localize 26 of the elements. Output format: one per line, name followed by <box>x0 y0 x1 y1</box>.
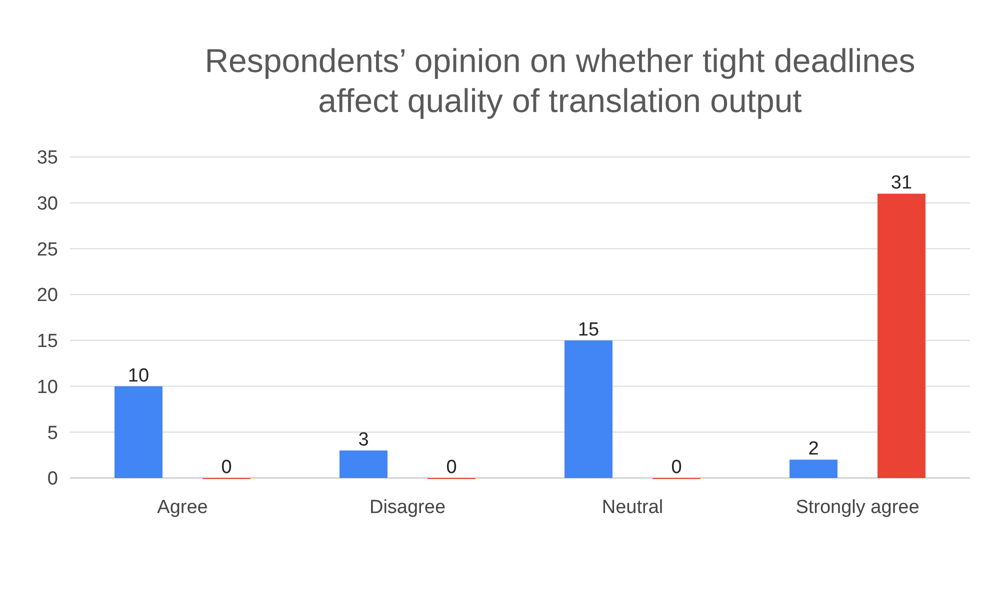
bar <box>340 450 388 478</box>
data-label: 0 <box>221 457 232 478</box>
data-label: 0 <box>446 457 457 478</box>
bar <box>114 386 162 478</box>
bar <box>878 194 926 478</box>
data-label: 3 <box>358 429 369 450</box>
y-tick-label: 5 <box>47 422 58 444</box>
y-tick-label: 0 <box>47 468 58 490</box>
data-label: 0 <box>671 457 682 478</box>
y-tick-label: 35 <box>36 148 58 169</box>
y-tick-label: 10 <box>36 376 58 398</box>
y-tick-label: 20 <box>36 285 58 306</box>
x-tick-label: Disagree <box>369 497 446 518</box>
x-tick-label: Neutral <box>602 497 664 518</box>
data-label: 2 <box>808 438 819 460</box>
data-label: 15 <box>578 319 600 340</box>
y-tick-label: 30 <box>36 194 58 215</box>
chart-title: Respondents’ opinion on whether tight deadlines affect quality of translation output <box>204 42 916 119</box>
data-label: 31 <box>890 172 912 194</box>
bar <box>564 340 612 478</box>
data-label: 10 <box>128 365 150 386</box>
x-tick-label: Strongly agree <box>796 497 920 518</box>
y-tick-label: 15 <box>36 331 58 352</box>
x-tick-label: Agree <box>157 497 208 518</box>
y-tick-label: 25 <box>36 239 58 260</box>
bar <box>790 460 838 478</box>
